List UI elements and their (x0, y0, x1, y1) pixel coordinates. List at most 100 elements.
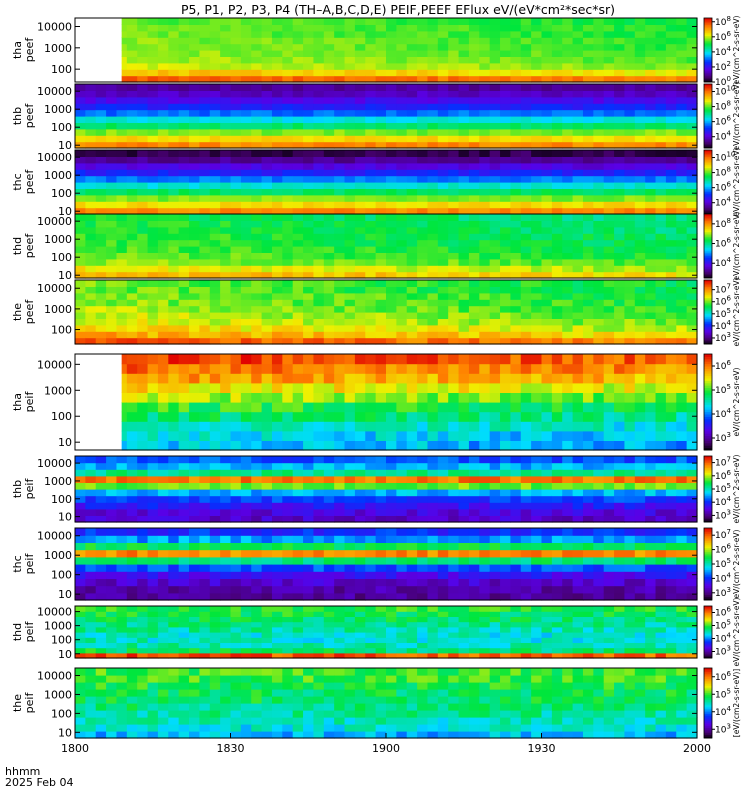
spectrogram-cell (448, 24, 460, 32)
spectrogram-cell (178, 182, 190, 189)
spectrogram-cell (603, 312, 615, 319)
spectrogram-cell (209, 515, 221, 523)
spectrogram-cell (520, 482, 532, 490)
y-tick-label: 1000 (44, 475, 72, 488)
spectrogram-cell (479, 382, 491, 393)
spectrogram-cell (199, 482, 211, 490)
spectrogram-cell (572, 324, 584, 332)
spectrogram-cell (178, 258, 190, 266)
spectrogram-cell (220, 156, 232, 164)
spectrogram-cell (334, 318, 346, 326)
spectrogram-cell (168, 90, 180, 98)
spectrogram-cell (323, 96, 335, 104)
spectrogram-cell (655, 116, 667, 123)
spectrogram-cell (500, 324, 511, 332)
spectrogram-cell (240, 75, 252, 83)
spectrogram-cell (106, 456, 118, 464)
spectrogram-cell (168, 502, 180, 510)
spectrogram-cell (220, 271, 232, 279)
colorbar-segment (704, 321, 712, 324)
spectrogram-cell (437, 246, 449, 253)
spectrogram-cell (458, 528, 470, 536)
spectrogram-cell (375, 194, 387, 202)
spectrogram-cell (614, 363, 626, 374)
spectrogram-cell (375, 135, 387, 143)
spectrogram-cell (375, 220, 387, 228)
spectrogram-cell (354, 226, 366, 234)
spectrogram-cell (230, 271, 242, 279)
spectrogram-cell (375, 475, 387, 483)
spectrogram-cell (303, 188, 315, 196)
spectrogram-cell (261, 373, 273, 384)
spectrogram-cell (334, 30, 346, 38)
panel-label-probe: thd (11, 237, 24, 255)
spectrogram-cell (665, 24, 677, 32)
spectrogram-cell (551, 69, 563, 77)
spectrogram-cell (261, 214, 273, 221)
spectrogram-cell (541, 299, 553, 307)
spectrogram-cell (386, 30, 397, 38)
spectrogram-cell (417, 109, 429, 117)
spectrogram-cell (572, 90, 584, 98)
spectrogram-cell (365, 37, 377, 45)
spectrogram-cell (562, 305, 574, 313)
spectrogram-cell (645, 75, 657, 83)
spectrogram-cell (531, 109, 543, 117)
spectrogram-cell (520, 182, 532, 189)
spectrogram-cell (437, 312, 449, 319)
spectrogram-cell (365, 62, 377, 70)
spectrogram-cell (365, 246, 377, 253)
spectrogram-cell (386, 18, 397, 25)
spectrogram-cell (157, 392, 169, 403)
spectrogram-cell (676, 475, 688, 483)
spectrogram-cell (334, 220, 346, 228)
spectrogram-cell (282, 271, 294, 279)
spectrogram-cell (437, 402, 449, 413)
spectrogram-cell (572, 103, 584, 111)
spectrogram-cell (178, 18, 190, 25)
spectrogram-cell (137, 30, 149, 38)
spectrogram-cell (251, 96, 263, 104)
spectrogram-cell (489, 280, 501, 287)
spectrogram-cell (489, 43, 501, 51)
spectrogram-cell (603, 188, 615, 196)
spectrogram-cell (251, 549, 263, 558)
spectrogram-cell (271, 265, 283, 273)
spectrogram-cell (396, 265, 408, 273)
spectrogram-cell (406, 56, 418, 64)
spectrogram-cell (220, 542, 232, 551)
spectrogram-cell (282, 462, 294, 470)
spectrogram-cell (303, 489, 315, 497)
spectrogram-cell (427, 69, 439, 77)
spectrogram-cell (417, 56, 429, 64)
spectrogram-cell (323, 382, 335, 393)
spectrogram-cell (157, 305, 169, 313)
spectrogram-cell (126, 592, 138, 601)
spectrogram-cell (313, 331, 325, 339)
spectrogram-cell (178, 169, 190, 177)
spectrogram-cell (95, 116, 107, 123)
spectrogram-cell (334, 43, 346, 51)
spectrogram-cell (220, 571, 232, 579)
spectrogram-cell (75, 495, 86, 503)
spectrogram-cell (85, 220, 97, 228)
spectrogram-cell (406, 363, 418, 374)
spectrogram-cell (655, 331, 667, 339)
spectrogram-cell (365, 542, 377, 551)
spectrogram-cell (271, 286, 283, 294)
spectrogram-cell (334, 239, 346, 247)
spectrogram-cell (676, 373, 688, 384)
spectrogram-cell (510, 402, 522, 413)
spectrogram-cell (126, 75, 138, 83)
spectrogram-cell (686, 299, 698, 307)
spectrogram-cell (261, 233, 273, 241)
colorbar-segment (704, 135, 712, 138)
spectrogram-cell (531, 43, 543, 51)
colorbar-segment (704, 257, 712, 260)
spectrogram-cell (313, 109, 325, 117)
spectrogram-cell (645, 482, 657, 490)
spectrogram-cell (334, 440, 346, 451)
spectrogram-cell (282, 239, 294, 247)
spectrogram-cell (468, 411, 480, 422)
spectrogram-cell (209, 30, 221, 38)
